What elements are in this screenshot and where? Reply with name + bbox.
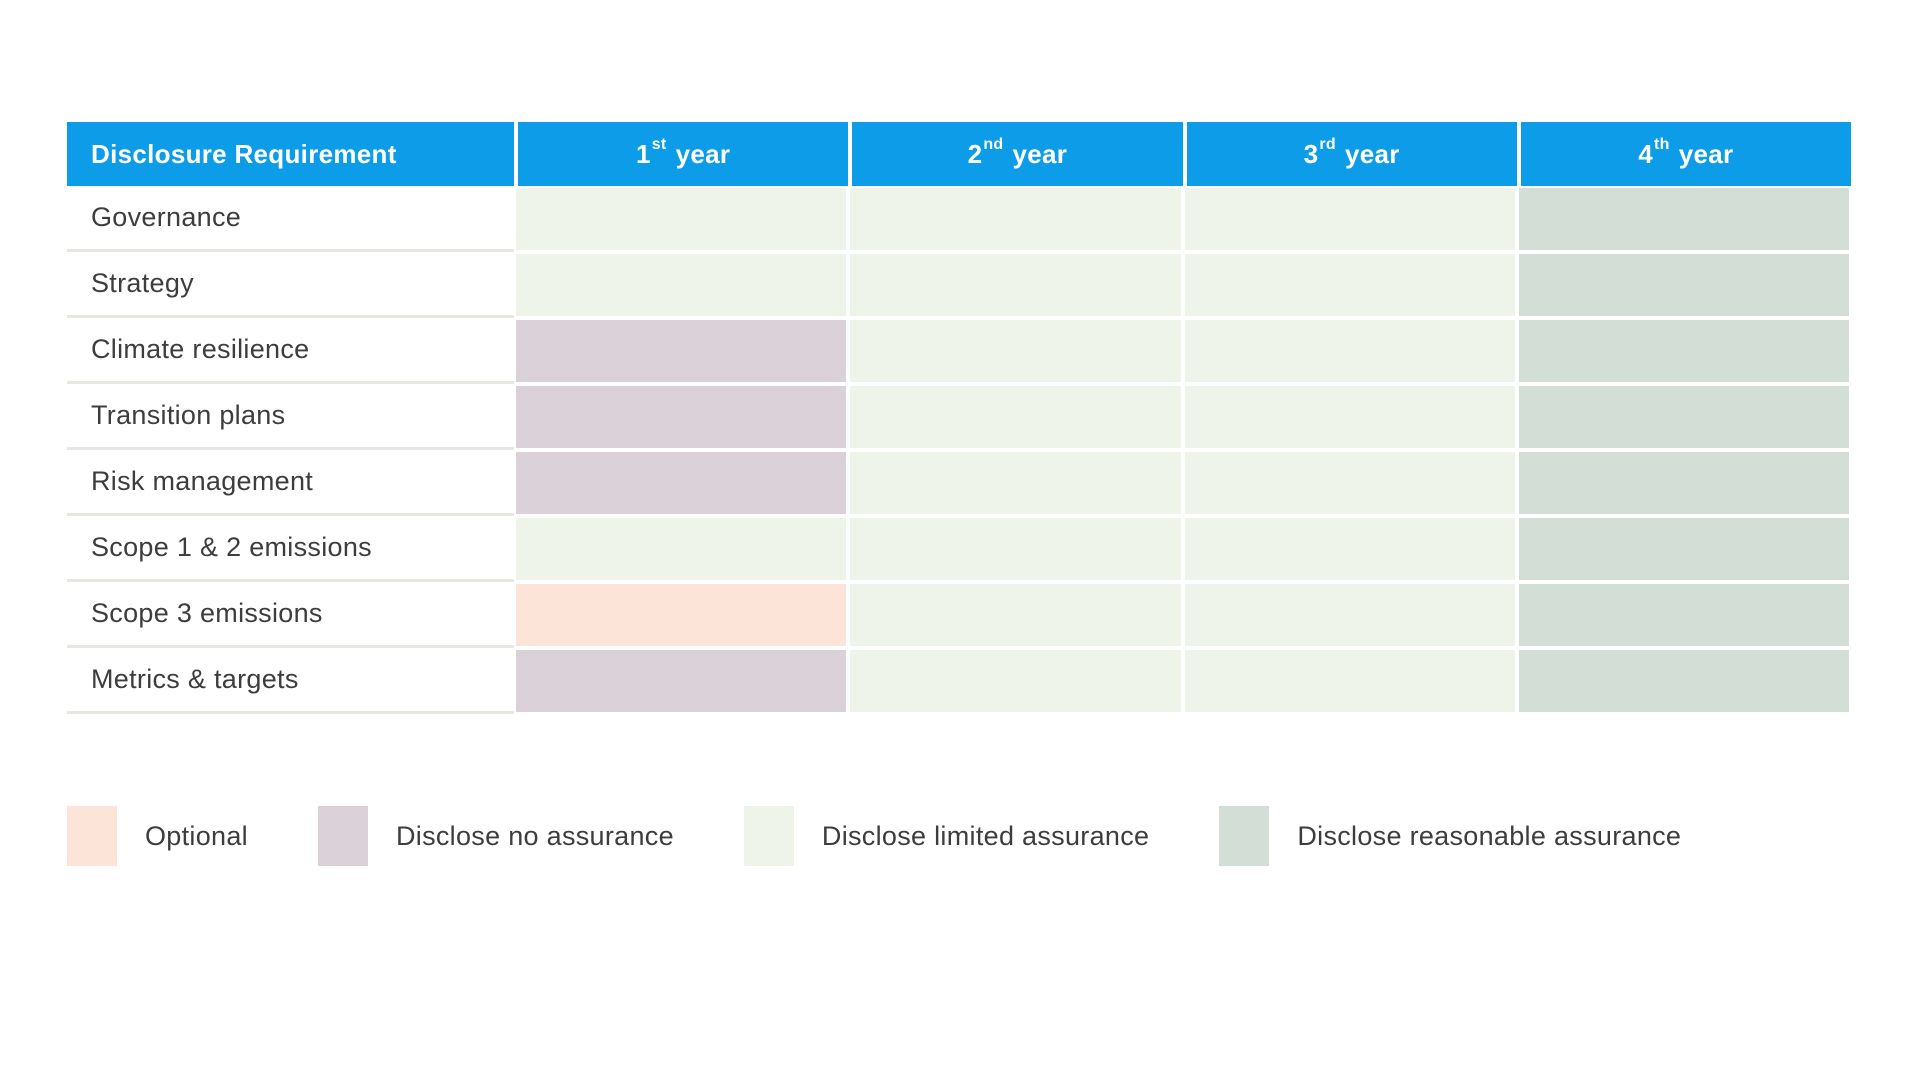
- cell-no-assurance: [514, 648, 849, 714]
- cell-limited-assurance: [514, 252, 849, 318]
- table-row: Governance: [67, 186, 1851, 252]
- cell-reasonable-assurance: [1516, 582, 1851, 648]
- cell-limited-assurance: [848, 648, 1183, 714]
- legend-item-reasonable-assurance: Disclose reasonable assurance: [1219, 806, 1681, 866]
- legend: Optional Disclose no assurance Disclose li…: [67, 806, 1681, 866]
- table-row: Risk management: [67, 450, 1851, 516]
- cell-limited-assurance: [514, 186, 849, 252]
- year-ordinal-suffix: st: [651, 136, 667, 153]
- year-ordinal-suffix: rd: [1319, 136, 1336, 153]
- cell-optional: [514, 582, 849, 648]
- legend-label: Disclose reasonable assurance: [1297, 820, 1682, 851]
- year-word: year: [1012, 138, 1068, 169]
- cell-reasonable-assurance: [1516, 648, 1851, 714]
- cell-limited-assurance: [848, 384, 1183, 450]
- cell-no-assurance: [514, 318, 849, 384]
- cell-limited-assurance: [848, 318, 1183, 384]
- row-label: Climate resilience: [67, 318, 514, 384]
- cell-limited-assurance: [1182, 318, 1517, 384]
- legend-label: Disclose limited assurance: [821, 820, 1150, 851]
- legend-swatch-no-assurance: [317, 806, 368, 866]
- row-label: Metrics & targets: [67, 648, 514, 714]
- legend-label: Optional: [145, 820, 248, 851]
- cell-limited-assurance: [1182, 582, 1517, 648]
- cell-limited-assurance: [1182, 384, 1517, 450]
- year-number: 1: [635, 138, 651, 169]
- cell-reasonable-assurance: [1516, 318, 1851, 384]
- year-ordinal-suffix: nd: [983, 136, 1004, 153]
- table-row: Transition plans: [67, 384, 1851, 450]
- legend-item-no-assurance: Disclose no assurance: [317, 806, 674, 866]
- year-number: 3: [1303, 138, 1319, 169]
- cell-no-assurance: [514, 384, 849, 450]
- year-number: 2: [967, 138, 983, 169]
- row-label: Transition plans: [67, 384, 514, 450]
- year-word: year: [1344, 138, 1400, 169]
- row-label: Scope 3 emissions: [67, 582, 514, 648]
- cell-limited-assurance: [848, 252, 1183, 318]
- cell-limited-assurance: [1182, 252, 1517, 318]
- header-cell-disclosure-requirement: Disclosure Requirement: [91, 138, 397, 169]
- cell-no-assurance: [514, 450, 849, 516]
- row-label: Governance: [67, 186, 514, 252]
- year-number: 4: [1638, 138, 1654, 169]
- legend-label: Disclose no assurance: [395, 820, 674, 851]
- cell-limited-assurance: [848, 186, 1183, 252]
- row-label: Risk management: [67, 450, 514, 516]
- cell-limited-assurance: [1182, 516, 1517, 582]
- table-row: Scope 3 emissions: [67, 582, 1851, 648]
- legend-swatch-reasonable-assurance: [1219, 806, 1270, 866]
- year-word: year: [675, 138, 731, 169]
- table-row: Strategy: [67, 252, 1851, 318]
- cell-reasonable-assurance: [1516, 384, 1851, 450]
- year-ordinal-suffix: th: [1654, 136, 1670, 153]
- cell-reasonable-assurance: [1516, 450, 1851, 516]
- table-row: Scope 1 & 2 emissions: [67, 516, 1851, 582]
- cell-limited-assurance: [1182, 648, 1517, 714]
- table-row: Metrics & targets: [67, 648, 1851, 714]
- table-body: Governance Strategy Climate resilience Tran…: [67, 186, 1851, 714]
- legend-swatch-limited-assurance: [743, 806, 794, 866]
- cell-limited-assurance: [1182, 450, 1517, 516]
- cell-limited-assurance: [848, 450, 1183, 516]
- cell-reasonable-assurance: [1516, 186, 1851, 252]
- legend-swatch-optional: [67, 806, 117, 866]
- cell-limited-assurance: [848, 516, 1183, 582]
- cell-limited-assurance: [514, 516, 849, 582]
- legend-item-optional: Optional: [67, 806, 248, 866]
- table-row: Climate resilience: [67, 318, 1851, 384]
- cell-reasonable-assurance: [1516, 252, 1851, 318]
- cell-reasonable-assurance: [1516, 516, 1851, 582]
- row-label: Scope 1 & 2 emissions: [67, 516, 514, 582]
- cell-limited-assurance: [848, 582, 1183, 648]
- row-label: Strategy: [67, 252, 514, 318]
- legend-item-limited-assurance: Disclose limited assurance: [743, 806, 1150, 866]
- cell-limited-assurance: [1182, 186, 1517, 252]
- year-word: year: [1678, 138, 1734, 169]
